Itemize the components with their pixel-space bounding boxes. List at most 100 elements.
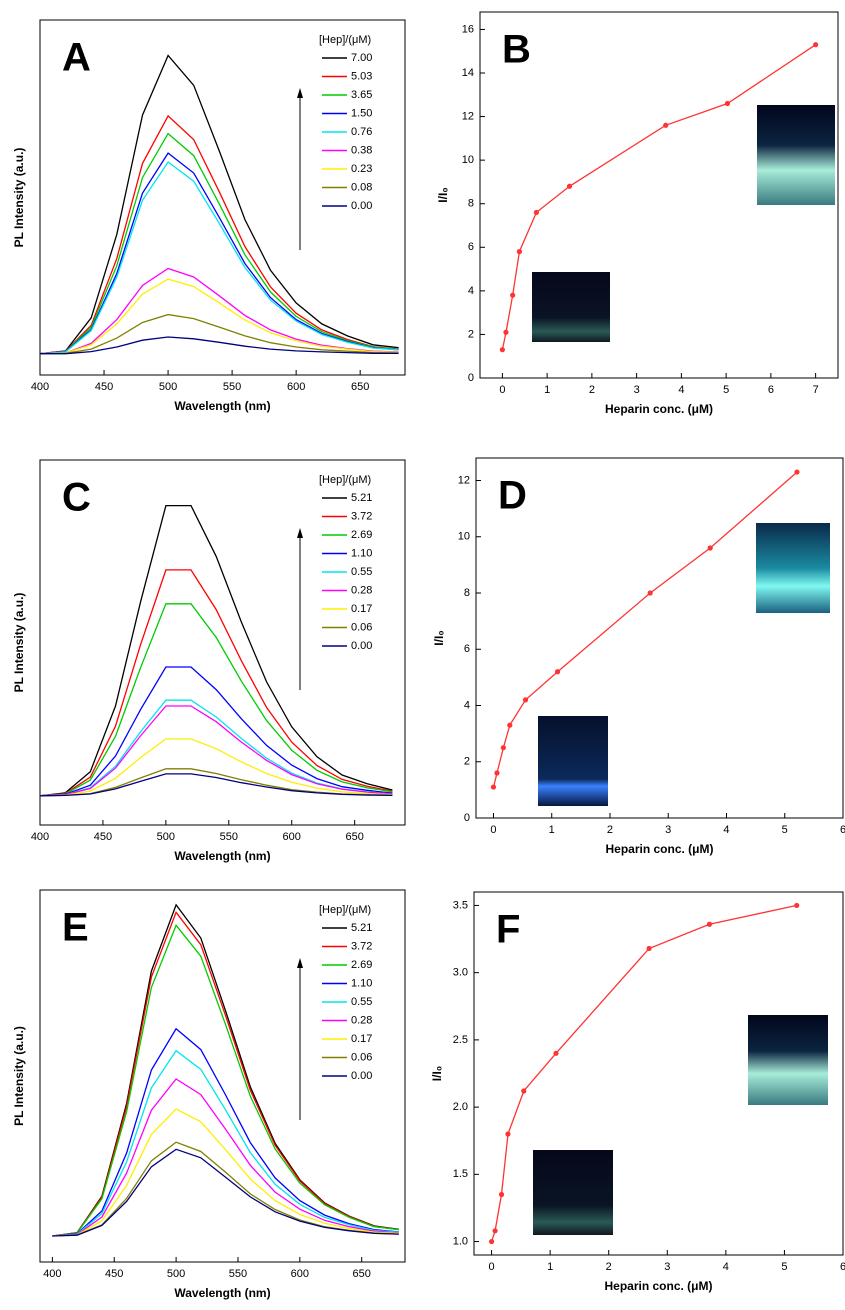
data-point [553, 1050, 559, 1056]
y-tick-label: 2 [464, 756, 470, 768]
x-tick-label: 400 [43, 1268, 61, 1280]
x-tick-label: 550 [223, 381, 241, 393]
legend-label: 0.00 [351, 1070, 372, 1082]
x-tick-label: 450 [105, 1268, 123, 1280]
x-tick-label: 7 [813, 384, 819, 396]
panel-label: E [62, 906, 89, 950]
inset-photo [748, 1015, 828, 1105]
data-point [647, 590, 653, 596]
spectrum-line [39, 569, 393, 797]
data-point [498, 1191, 505, 1198]
x-tick-label: 650 [345, 831, 363, 843]
legend-label: 7.00 [351, 52, 372, 64]
spectrum-line [52, 1027, 399, 1237]
x-tick-label: 6 [768, 384, 774, 396]
x-tick-label: 450 [95, 381, 113, 393]
legend-label: 0.06 [351, 621, 372, 633]
spectrum-line [52, 1108, 399, 1237]
data-point [663, 122, 669, 128]
y-axis-title: PL Intensity (a.u.) [12, 593, 26, 693]
x-tick-label: 500 [167, 1268, 185, 1280]
legend-label: 5.21 [351, 922, 372, 934]
y-tick-label: 0 [468, 372, 474, 384]
y-tick-label: 10 [462, 154, 474, 166]
legend-label: 0.23 [351, 163, 372, 175]
inset-photo [756, 523, 830, 613]
x-tick-label: 1 [547, 1261, 553, 1273]
x-tick-label: 550 [220, 831, 238, 843]
legend-label: 3.72 [351, 940, 372, 952]
x-tick-label: 4 [678, 384, 684, 396]
legend-label: 1.10 [351, 977, 372, 989]
x-axis-title: Heparin conc. (μM) [604, 1279, 712, 1293]
plot-frame [39, 459, 406, 826]
x-axis-title: Heparin conc. (μM) [605, 402, 713, 416]
x-tick-label: 500 [159, 381, 177, 393]
spectrum-line [39, 773, 393, 797]
x-tick-label: 600 [287, 381, 305, 393]
legend-label: 3.65 [351, 89, 372, 101]
x-tick-label: 450 [94, 831, 112, 843]
x-tick-label: 6 [840, 824, 845, 836]
y-tick-label: 0 [464, 812, 470, 824]
data-point [724, 100, 731, 107]
spectrum-line [52, 910, 399, 1237]
x-tick-label: 5 [723, 384, 729, 396]
y-tick-label: 1.0 [453, 1235, 468, 1247]
y-axis-title: PL Intensity (a.u.) [12, 1026, 26, 1126]
legend-label: 3.72 [351, 510, 372, 522]
y-tick-label: 3.5 [453, 899, 468, 911]
y-tick-label: 12 [462, 110, 474, 122]
spectrum-line [39, 738, 393, 797]
chart-panel: 400 450 500 550 600 650 Wavelength (nm) PL Inte… [12, 889, 406, 1300]
legend-label: 0.06 [351, 1051, 372, 1063]
spectrum-line [52, 1148, 399, 1237]
spectrum-line [40, 336, 399, 355]
spectrum-line [39, 504, 393, 797]
data-point [554, 669, 561, 675]
x-tick-label: 0 [489, 1261, 495, 1273]
legend-title: [Hep]/(μM) [319, 474, 371, 486]
legend-arrowhead [297, 958, 303, 968]
x-tick-label: 3 [665, 824, 671, 836]
y-axis-title: I/I₀ [430, 1066, 444, 1081]
data-point [490, 784, 497, 790]
y-tick-label: 6 [464, 643, 470, 655]
data-point [507, 722, 513, 728]
legend-label: 5.03 [351, 70, 372, 82]
data-point [488, 1238, 495, 1245]
x-tick-label: 400 [31, 381, 49, 393]
data-point [503, 329, 509, 335]
spectrum-line [39, 152, 399, 355]
legend-label: 0.76 [351, 126, 372, 138]
x-tick-label: 1 [544, 384, 550, 396]
x-tick-label: 0 [499, 384, 505, 396]
y-tick-label: 14 [462, 67, 474, 79]
legend-label: 0.00 [351, 200, 372, 212]
data-point [706, 921, 713, 927]
legend-title: [Hep]/(μM) [319, 34, 371, 46]
data-point [492, 1228, 498, 1234]
x-tick-label: 2 [606, 1261, 612, 1273]
y-tick-label: 2.0 [453, 1101, 468, 1113]
legend-label: 0.55 [351, 566, 372, 578]
y-axis-title: I/I₀ [432, 630, 446, 645]
spectrum-line [39, 278, 399, 355]
x-tick-label: 5 [782, 824, 788, 836]
x-tick-label: 0 [490, 824, 496, 836]
x-tick-label: 5 [781, 1261, 787, 1273]
legend-arrowhead [297, 528, 303, 538]
inset-photo [757, 105, 835, 205]
legend-label: 0.17 [351, 1033, 372, 1045]
legend-title: [Hep]/(μM) [319, 904, 371, 916]
legend-label: 2.69 [351, 959, 372, 971]
y-tick-label: 10 [458, 531, 470, 543]
data-point [707, 545, 713, 551]
x-tick-label: 2 [589, 384, 595, 396]
plot-frame [475, 457, 844, 819]
x-tick-label: 550 [229, 1268, 247, 1280]
data-point [794, 902, 800, 909]
